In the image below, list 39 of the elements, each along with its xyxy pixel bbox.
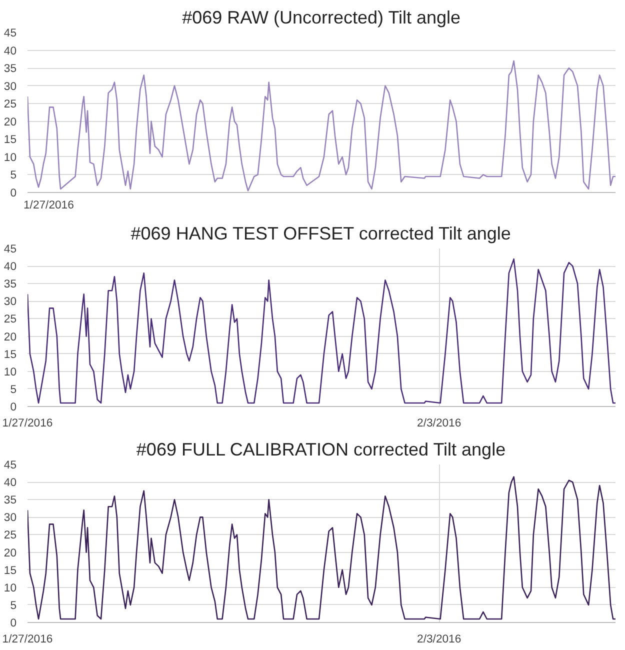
y-tick-label: 5 <box>10 170 17 182</box>
y-tick-label: 0 <box>10 188 17 200</box>
y-tick-label: 25 <box>4 530 17 542</box>
y-tick-label: 0 <box>10 402 17 414</box>
y-tick-label: 10 <box>4 582 17 594</box>
y-tick-label: 35 <box>4 494 17 507</box>
x-tick-label: 2/3/2016 <box>417 634 462 646</box>
y-tick-label: 45 <box>4 244 17 256</box>
y-tick-label: 45 <box>4 28 17 40</box>
line-series <box>28 258 616 404</box>
y-tick-label: 30 <box>4 512 17 524</box>
y-tick-label: 25 <box>4 98 17 111</box>
chart-title: #069 FULL CALIBRATION corrected Tilt angle <box>136 440 506 460</box>
y-tick-label: 35 <box>4 63 17 76</box>
y-tick-label: 30 <box>4 296 17 308</box>
text: 1/27/2016 <box>24 200 74 212</box>
y-tick-label: 10 <box>4 366 17 378</box>
y-tick-label: 40 <box>4 45 17 58</box>
chart-title: #069 RAW (Uncorrected) Tilt angle <box>182 8 461 28</box>
y-tick-label: 30 <box>4 80 17 93</box>
y-tick-label: 5 <box>10 384 17 396</box>
chart-title: #069 HANG TEST OFFSET corrected Tilt angle <box>130 224 511 244</box>
y-tick-label: 15 <box>4 134 17 146</box>
y-tick-label: 40 <box>4 261 17 274</box>
y-tick-label: 5 <box>10 600 17 612</box>
y-tick-label: 20 <box>4 547 17 560</box>
y-tick-label: 10 <box>4 152 17 164</box>
y-tick-label: 40 <box>4 477 17 490</box>
y-tick-label: 20 <box>4 331 17 344</box>
line-series <box>28 476 616 620</box>
y-tick-label: 45 <box>4 460 17 472</box>
y-tick-label: 35 <box>4 278 17 291</box>
y-tick-label: 20 <box>4 116 17 128</box>
y-tick-label: 15 <box>4 564 17 577</box>
y-tick-label: 25 <box>4 314 17 326</box>
y-tick-label: 15 <box>4 348 17 361</box>
line-series <box>28 60 616 192</box>
y-tick-label: 0 <box>10 618 17 630</box>
x-tick-label: 2/3/2016 <box>417 418 462 430</box>
